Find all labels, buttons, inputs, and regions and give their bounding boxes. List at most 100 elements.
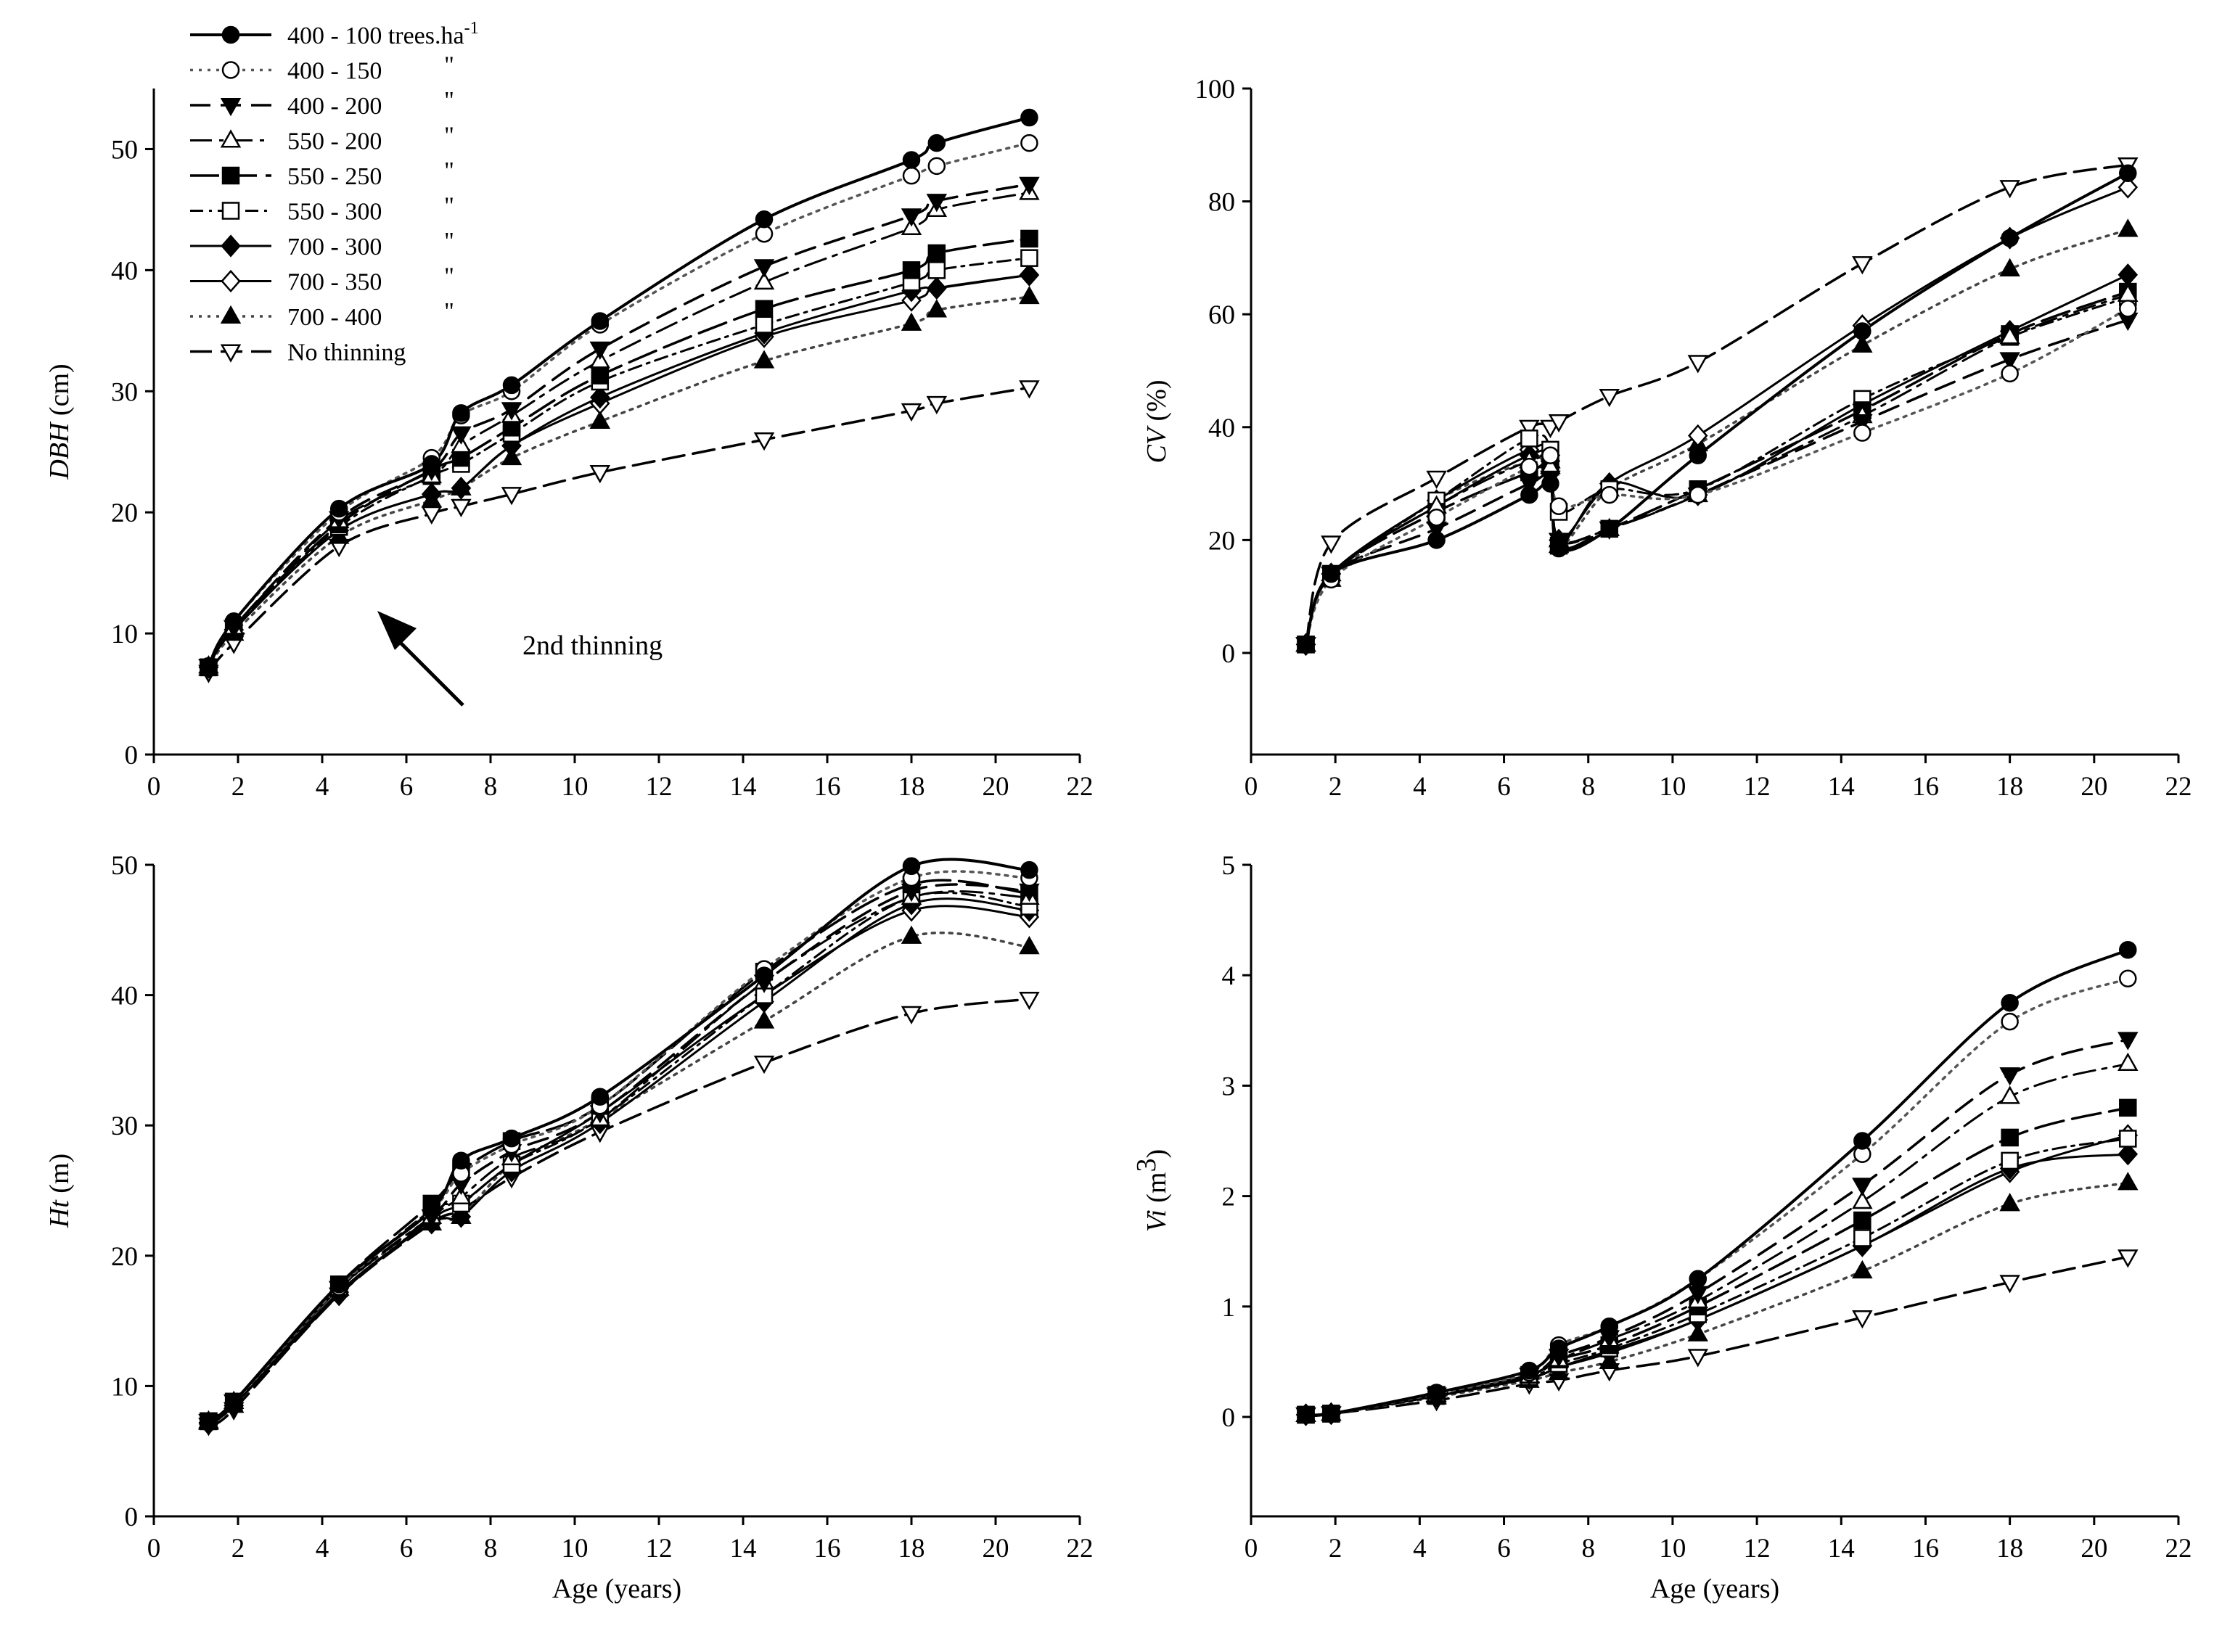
legend-marker bbox=[221, 269, 241, 293]
y-axis-label-unit: (m) bbox=[44, 1154, 75, 1200]
legend-label: 700 - 350 bbox=[287, 269, 382, 296]
y-axis-label: Ht (m) bbox=[44, 1154, 75, 1228]
series-point bbox=[2119, 1098, 2137, 1117]
x-tick-label: 20 bbox=[983, 1534, 1009, 1563]
series-point bbox=[1999, 1193, 2020, 1212]
legend-marker bbox=[221, 166, 240, 185]
series-point bbox=[1427, 1384, 1446, 1402]
x-tick-label: 6 bbox=[1497, 1534, 1511, 1563]
series-point bbox=[1549, 1339, 1568, 1357]
series-point bbox=[1999, 258, 2020, 276]
x-tick-label: 20 bbox=[2080, 1534, 2107, 1563]
legend-label: 550 - 250 bbox=[287, 163, 382, 190]
series-point bbox=[1020, 860, 1038, 879]
y-tick-label: 0 bbox=[125, 741, 139, 770]
x-tick-label: 22 bbox=[1067, 772, 1094, 802]
series-point bbox=[927, 157, 946, 176]
series-line bbox=[207, 295, 1031, 670]
series-point bbox=[926, 395, 948, 415]
y-tick-label: 4 bbox=[1222, 961, 1236, 991]
x-tick-label: 14 bbox=[730, 772, 757, 802]
x-tick-label: 16 bbox=[1912, 772, 1939, 802]
series-point bbox=[1426, 470, 1447, 489]
series-point bbox=[1297, 1405, 1315, 1424]
legend-ditto: " bbox=[444, 228, 454, 255]
series-line bbox=[207, 183, 1031, 667]
series-point bbox=[589, 341, 611, 361]
series-line bbox=[207, 905, 1030, 1425]
x-tick-label: 8 bbox=[1581, 1534, 1595, 1563]
series-point bbox=[2118, 1172, 2139, 1191]
y-axis-label-sup: 3 bbox=[1131, 1158, 1162, 1172]
legend-label-text: No thinning bbox=[287, 340, 406, 366]
series-point bbox=[1999, 180, 2020, 199]
series-line bbox=[1304, 1181, 2130, 1417]
series-point bbox=[1689, 446, 1708, 464]
series-line bbox=[207, 879, 1031, 1423]
series-point bbox=[1852, 1259, 1873, 1279]
series-point bbox=[2001, 1012, 2019, 1031]
y-axis-label-close: ) bbox=[1141, 1149, 1172, 1159]
series-point bbox=[1548, 414, 1570, 433]
x-tick-label: 0 bbox=[1245, 1534, 1258, 1563]
series-point bbox=[1020, 229, 1038, 248]
series-point bbox=[2118, 1249, 2139, 1268]
legend-item: 400 - 200 " bbox=[190, 87, 454, 120]
series-point bbox=[1020, 133, 1038, 152]
series-line bbox=[207, 883, 1031, 1423]
y-tick-label: 40 bbox=[111, 256, 138, 286]
x-tick-label: 4 bbox=[1413, 772, 1427, 802]
legend-ditto: " bbox=[444, 52, 454, 79]
series-point bbox=[1019, 935, 1040, 955]
series-point bbox=[2118, 1052, 2139, 1072]
series-point bbox=[1322, 1405, 1340, 1423]
legend-marker bbox=[221, 202, 240, 220]
x-axis-label: Age (years) bbox=[1650, 1574, 1779, 1604]
series-point bbox=[901, 312, 922, 331]
y-tick-label: 20 bbox=[111, 1242, 138, 1272]
x-tick-label: 2 bbox=[1329, 1534, 1342, 1563]
series-line bbox=[207, 897, 1030, 1424]
series-point bbox=[2118, 218, 2139, 237]
series-point bbox=[926, 194, 948, 213]
series-point bbox=[1999, 352, 2020, 371]
series-point bbox=[753, 1055, 775, 1074]
x-tick-label: 6 bbox=[400, 1534, 414, 1563]
legend-ditto: " bbox=[444, 263, 454, 290]
series-point bbox=[1322, 564, 1340, 583]
series-line bbox=[207, 274, 1030, 669]
legend-label-text: 400 - 100 trees.ha bbox=[287, 22, 464, 49]
series-point bbox=[2118, 1032, 2139, 1051]
x-tick-label: 6 bbox=[1497, 772, 1511, 802]
x-tick-label: 2 bbox=[1329, 772, 1342, 802]
y-tick-label: 100 bbox=[1195, 75, 1236, 104]
legend-label: 550 - 300 bbox=[287, 199, 382, 226]
series-point bbox=[927, 276, 947, 300]
series-line bbox=[1304, 1037, 2130, 1417]
x-tick-label: 8 bbox=[484, 1534, 498, 1563]
series-point bbox=[2119, 300, 2137, 318]
series-line bbox=[1304, 290, 2130, 646]
series-line bbox=[207, 998, 1031, 1427]
x-tick-label: 16 bbox=[1912, 1534, 1939, 1563]
x-tick-label: 14 bbox=[730, 1534, 757, 1563]
series-point bbox=[224, 1392, 243, 1411]
y-tick-label: 40 bbox=[1208, 414, 1235, 443]
series-line bbox=[1305, 293, 2129, 646]
y-tick-label: 0 bbox=[125, 1503, 139, 1532]
series-point bbox=[2119, 969, 2137, 988]
x-tick-label: 22 bbox=[1067, 1534, 1094, 1563]
series-point bbox=[1427, 531, 1446, 549]
series-point bbox=[591, 312, 610, 330]
y-axis-label-var: CV bbox=[1141, 425, 1172, 463]
panel-ht: 0 2 4 6 8 10 12 14 16 18 20 22 0 10 20 30 40 50 Ht (m) Age … bbox=[44, 851, 1094, 1604]
series-point bbox=[200, 657, 218, 675]
x-tick-label: 22 bbox=[2165, 772, 2192, 802]
series-point bbox=[753, 432, 775, 451]
series-point bbox=[2118, 176, 2139, 199]
y-tick-label: 2 bbox=[1222, 1183, 1236, 1212]
series-line bbox=[207, 386, 1031, 674]
series-point bbox=[1019, 380, 1040, 399]
series-point bbox=[1689, 1270, 1708, 1289]
